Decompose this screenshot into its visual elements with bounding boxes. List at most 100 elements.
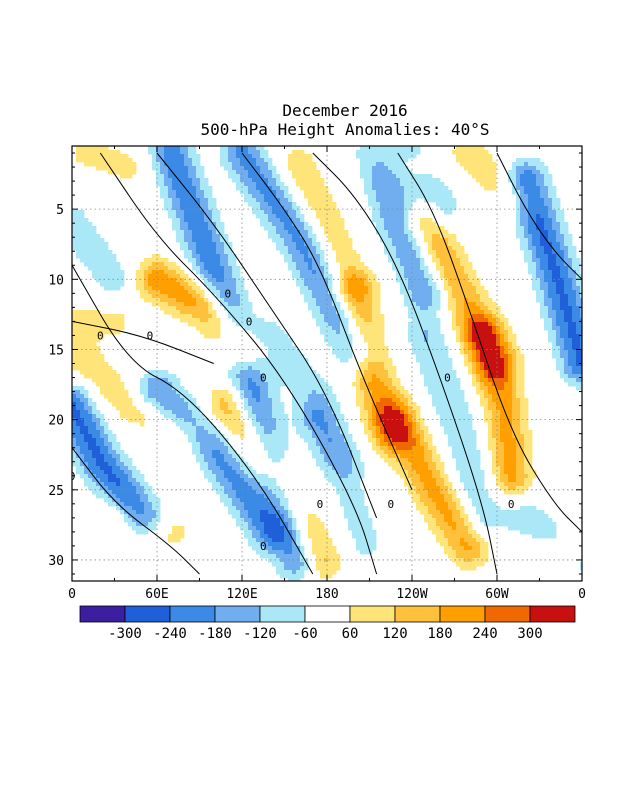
anomaly-cell: [300, 214, 305, 219]
anomaly-cell: [268, 206, 273, 211]
anomaly-cell: [248, 326, 253, 331]
anomaly-cell: [280, 342, 285, 347]
anomaly-cell: [188, 414, 193, 419]
anomaly-cell: [256, 530, 261, 535]
anomaly-cell: [272, 482, 277, 487]
anomaly-cell: [220, 298, 225, 303]
anomaly-cell: [208, 254, 213, 259]
anomaly-cell: [88, 406, 93, 411]
anomaly-cell: [272, 342, 277, 347]
anomaly-cell: [432, 486, 437, 491]
anomaly-cell: [408, 178, 413, 183]
anomaly-cell: [280, 490, 285, 495]
anomaly-cell: [272, 554, 277, 559]
anomaly-cell: [80, 222, 85, 227]
anomaly-cell: [304, 246, 309, 251]
anomaly-cell: [404, 222, 409, 227]
anomaly-cell: [144, 274, 149, 279]
anomaly-cell: [292, 266, 297, 271]
anomaly-cell: [252, 202, 257, 207]
anomaly-cell: [388, 242, 393, 247]
anomaly-cell: [308, 378, 313, 383]
anomaly-cell: [176, 266, 181, 271]
anomaly-cell: [252, 494, 257, 499]
anomaly-cell: [88, 370, 93, 375]
anomaly-cell: [176, 398, 181, 403]
anomaly-cell: [72, 238, 77, 243]
anomaly-cell: [236, 478, 241, 483]
anomaly-cell: [96, 378, 101, 383]
anomaly-cell: [352, 478, 357, 483]
anomaly-cell: [104, 366, 109, 371]
anomaly-cell: [408, 478, 413, 483]
anomaly-cell: [404, 478, 409, 483]
anomaly-cell: [372, 438, 377, 443]
anomaly-cell: [364, 410, 369, 415]
anomaly-cell: [356, 490, 361, 495]
anomaly-cell: [348, 490, 353, 495]
anomaly-cell: [420, 486, 425, 491]
anomaly-cell: [116, 498, 121, 503]
anomaly-cell: [172, 206, 177, 211]
anomaly-cell: [124, 462, 129, 467]
anomaly-cell: [72, 330, 77, 335]
anomaly-cell: [204, 470, 209, 475]
anomaly-cell: [208, 446, 213, 451]
anomaly-cell: [404, 406, 409, 411]
anomaly-cell: [80, 150, 85, 155]
anomaly-cell: [192, 406, 197, 411]
anomaly-cell: [420, 294, 425, 299]
anomaly-cell: [340, 494, 345, 499]
anomaly-cell: [188, 406, 193, 411]
anomaly-cell: [396, 462, 401, 467]
anomaly-cell: [76, 226, 81, 231]
anomaly-cell: [276, 198, 281, 203]
anomaly-cell: [144, 382, 149, 387]
anomaly-cell: [296, 430, 301, 435]
anomaly-cell: [340, 254, 345, 259]
anomaly-cell: [232, 510, 237, 515]
anomaly-cell: [172, 298, 177, 303]
anomaly-cell: [104, 434, 109, 439]
anomaly-cell: [384, 238, 389, 243]
anomaly-cell: [348, 446, 353, 451]
anomaly-cell: [84, 330, 89, 335]
anomaly-cell: [300, 158, 305, 163]
anomaly-cell: [368, 546, 373, 551]
anomaly-cell: [256, 418, 261, 423]
anomaly-cell: [208, 466, 213, 471]
anomaly-cell: [184, 242, 189, 247]
anomaly-cell: [304, 282, 309, 287]
anomaly-cell: [224, 494, 229, 499]
anomaly-cell: [284, 194, 289, 199]
anomaly-cell: [268, 538, 273, 543]
anomaly-cell: [408, 458, 413, 463]
anomaly-cell: [400, 270, 405, 275]
anomaly-cell: [256, 510, 261, 515]
anomaly-cell: [256, 202, 261, 207]
anomaly-cell: [424, 278, 429, 283]
anomaly-cell: [216, 414, 221, 419]
anomaly-cell: [348, 466, 353, 471]
anomaly-cell: [188, 314, 193, 319]
anomaly-cell: [384, 442, 389, 447]
anomaly-cell: [320, 382, 325, 387]
anomaly-cell: [108, 270, 113, 275]
anomaly-cell: [168, 282, 173, 287]
anomaly-cell: [284, 502, 289, 507]
anomaly-cell: [268, 546, 273, 551]
anomaly-cell: [428, 522, 433, 527]
anomaly-cell: [272, 486, 277, 491]
anomaly-cell: [120, 482, 125, 487]
anomaly-cell: [424, 438, 429, 443]
anomaly-cell: [336, 446, 341, 451]
anomaly-cell: [296, 278, 301, 283]
anomaly-cell: [76, 366, 81, 371]
anomaly-cell: [348, 302, 353, 307]
anomaly-cell: [428, 294, 433, 299]
anomaly-cell: [412, 250, 417, 255]
anomaly-cell: [288, 242, 293, 247]
anomaly-cell: [196, 222, 201, 227]
anomaly-cell: [176, 302, 181, 307]
anomaly-cell: [316, 438, 321, 443]
